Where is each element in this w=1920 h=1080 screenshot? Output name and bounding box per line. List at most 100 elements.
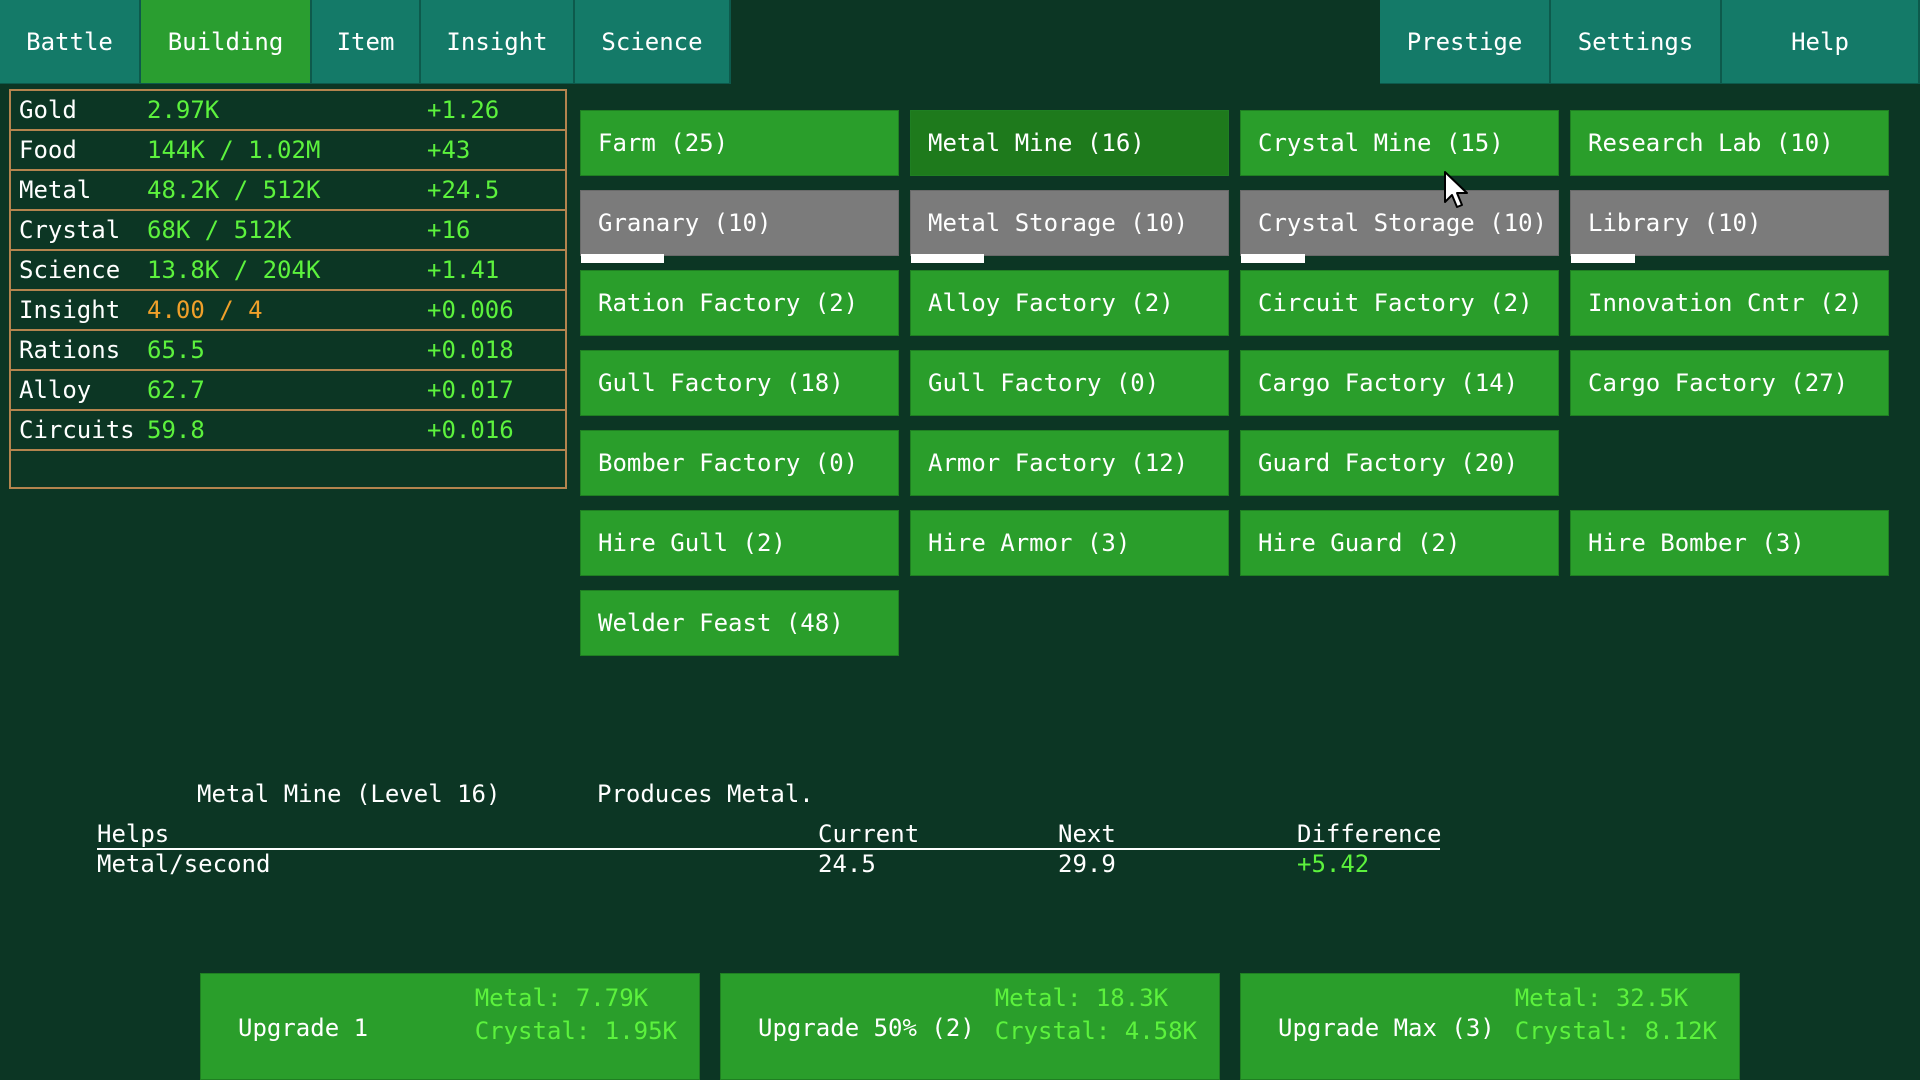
resource-row-insight: Insight 4.00 / 4 +0.006 — [11, 291, 565, 331]
building-circuit-factory-button[interactable]: Circuit Factory (2) — [1240, 270, 1559, 336]
tab-battle[interactable]: Battle — [0, 0, 141, 84]
resource-rate: +0.018 — [427, 336, 514, 364]
resource-row-food: Food 144K / 1.02M +43 — [11, 131, 565, 171]
building-ration-factory-button[interactable]: Ration Factory (2) — [580, 270, 899, 336]
resource-row-alloy: Alloy 62.7 +0.017 — [11, 371, 565, 411]
resource-name: Science — [19, 256, 121, 284]
building-research-lab-button[interactable]: Research Lab (10) — [1570, 110, 1889, 176]
building-hire-bomber-button[interactable]: Hire Bomber (3) — [1570, 510, 1889, 576]
building-alloy-factory-button[interactable]: Alloy Factory (2) — [910, 270, 1229, 336]
building-cargo-factory-button[interactable]: Cargo Factory (27) — [1570, 350, 1889, 416]
upgrade-label: Upgrade Max (3) — [1278, 1014, 1495, 1042]
helps-table-row: Metal/second 24.5 29.9 +5.42 — [97, 850, 1440, 880]
building-farm-button[interactable]: Farm (25) — [580, 110, 899, 176]
building-gull-factory-button[interactable]: Gull Factory (18) — [580, 350, 899, 416]
building-gull-factory-button[interactable]: Gull Factory (0) — [910, 350, 1229, 416]
resource-amount: 59.8 — [147, 416, 205, 444]
resource-row-metal: Metal 48.2K / 512K +24.5 — [11, 171, 565, 211]
building-granary-button[interactable]: Granary (10) — [580, 190, 899, 263]
upgrade-label: Upgrade 1 — [238, 1014, 369, 1042]
tab-item[interactable]: Item — [312, 0, 421, 84]
building-metal-storage-button[interactable]: Metal Storage (10) — [910, 190, 1229, 263]
building-label: Armor Factory (12) — [928, 449, 1189, 477]
building-cargo-factory-button[interactable]: Cargo Factory (14) — [1240, 350, 1559, 416]
building-hire-armor-button[interactable]: Hire Armor (3) — [910, 510, 1229, 576]
building-label: Granary (10) — [598, 209, 772, 237]
resource-rate: +1.26 — [427, 96, 500, 124]
tab-building[interactable]: Building — [141, 0, 312, 84]
tab-science[interactable]: Science — [575, 0, 731, 84]
building-label: Hire Guard (2) — [1258, 529, 1461, 557]
difference-header: Difference — [1297, 820, 1442, 848]
building-label: Bomber Factory (0) — [598, 449, 859, 477]
tab-help[interactable]: Help — [1722, 0, 1920, 84]
building-armor-factory-button[interactable]: Armor Factory (12) — [910, 430, 1229, 496]
building-detail-description: Produces Metal. — [597, 780, 814, 808]
current-value: 24.5 — [818, 850, 876, 878]
tab-settings[interactable]: Settings — [1551, 0, 1722, 84]
upgrade-max-button[interactable]: Upgrade Max (3) Metal: 32.5K Crystal: 8.… — [1240, 973, 1740, 1080]
building-library-button[interactable]: Library (10) — [1570, 190, 1889, 263]
resource-amount: 144K / 1.02M — [147, 136, 321, 164]
storage-fill-bar — [1241, 254, 1305, 263]
upgrade-50-percent-button[interactable]: Upgrade 50% (2) Metal: 18.3K Crystal: 4.… — [720, 973, 1220, 1080]
metal-cost: Metal: 7.79K — [474, 984, 649, 1012]
tab-insight[interactable]: Insight — [421, 0, 575, 84]
resource-name: Circuits — [19, 416, 135, 444]
resource-rate: +0.017 — [427, 376, 514, 404]
resource-row-science: Science 13.8K / 204K +1.41 — [11, 251, 565, 291]
building-hire-guard-button[interactable]: Hire Guard (2) — [1240, 510, 1559, 576]
resource-rate: +24.5 — [427, 176, 500, 204]
building-label: Metal Mine (16) — [928, 129, 1145, 157]
next-header: Next — [1058, 820, 1116, 848]
resource-rate: +0.016 — [427, 416, 514, 444]
building-label: Guard Factory (20) — [1258, 449, 1519, 477]
building-label: Library (10) — [1588, 209, 1762, 237]
building-label: Metal Storage (10) — [928, 209, 1189, 237]
building-label: Farm (25) — [598, 129, 729, 157]
upgrade-cost: Metal: 32.5K Crystal: 8.12K — [1515, 982, 1717, 1048]
resource-name: Food — [19, 136, 77, 164]
resource-amount: 62.7 — [147, 376, 205, 404]
building-metal-mine-button[interactable]: Metal Mine (16) — [910, 110, 1229, 176]
resource-row-gold: Gold 2.97K +1.26 — [11, 91, 565, 131]
building-label: Cargo Factory (14) — [1258, 369, 1519, 397]
building-welder-feast-button[interactable]: Welder Feast (48) — [580, 590, 899, 656]
upgrade-cost: Metal: 7.79K Crystal: 1.95K — [475, 982, 677, 1048]
building-hire-gull-button[interactable]: Hire Gull (2) — [580, 510, 899, 576]
building-innovation-cntr-button[interactable]: Innovation Cntr (2) — [1570, 270, 1889, 336]
resource-rate: +1.41 — [427, 256, 500, 284]
resource-amount: 65.5 — [147, 336, 205, 364]
main-tabs: Battle Building Item Insight Science — [0, 0, 731, 85]
building-label: Hire Armor (3) — [928, 529, 1131, 557]
building-crystal-mine-button[interactable]: Crystal Mine (15) — [1240, 110, 1559, 176]
building-guard-factory-button[interactable]: Guard Factory (20) — [1240, 430, 1559, 496]
building-label: Alloy Factory (2) — [928, 289, 1174, 317]
building-bomber-factory-button[interactable]: Bomber Factory (0) — [580, 430, 899, 496]
resource-rate: +16 — [427, 216, 471, 244]
resource-amount: 2.97K — [147, 96, 220, 124]
resource-rate: +43 — [427, 136, 471, 164]
building-label: Gull Factory (0) — [928, 369, 1160, 397]
building-label: Circuit Factory (2) — [1258, 289, 1533, 317]
metal-cost: Metal: 18.3K — [994, 984, 1169, 1012]
tab-prestige[interactable]: Prestige — [1380, 0, 1551, 84]
next-value: 29.9 — [1058, 850, 1116, 878]
building-crystal-storage-button[interactable]: Crystal Storage (10) — [1240, 190, 1559, 263]
building-label: Hire Bomber (3) — [1588, 529, 1805, 557]
resource-name: Crystal — [19, 216, 121, 244]
metal-cost: Metal: 32.5K — [1514, 984, 1689, 1012]
current-header: Current — [818, 820, 920, 848]
helps-table-header: Helps Current Next Difference — [97, 820, 1442, 850]
difference-value: +5.42 — [1297, 850, 1370, 878]
storage-fill-bar — [1571, 254, 1635, 263]
upgrade-1-button[interactable]: Upgrade 1 Metal: 7.79K Crystal: 1.95K — [200, 973, 700, 1080]
mouse-pointer-icon — [1444, 171, 1468, 208]
building-detail-title: Metal Mine (Level 16) — [197, 780, 501, 808]
resource-name: Metal — [19, 176, 92, 204]
crystal-cost: Crystal: 1.95K — [474, 1017, 677, 1045]
crystal-cost: Crystal: 8.12K — [1514, 1017, 1717, 1045]
building-label: Innovation Cntr (2) — [1588, 289, 1863, 317]
building-label: Crystal Storage (10) — [1258, 209, 1547, 237]
building-label: Cargo Factory (27) — [1588, 369, 1849, 397]
